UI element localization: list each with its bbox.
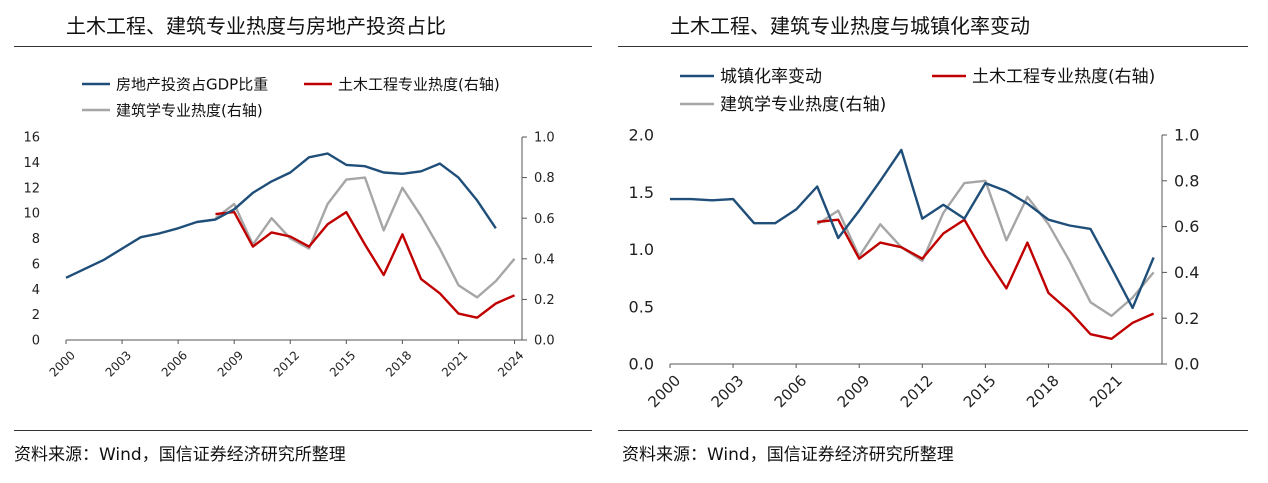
y-left-tick-label: 16 [23, 131, 40, 146]
source-divider [618, 430, 1248, 431]
legend-label: 建筑学专业热度(右轴) [116, 101, 263, 119]
x-tick-label: 2012 [271, 348, 302, 379]
series-line-1 [215, 210, 515, 319]
y-left-tick-label: 2 [32, 308, 40, 323]
x-tick-label: 2015 [960, 372, 1000, 412]
x-tick-label: 2000 [47, 348, 78, 379]
legend-label: 土木工程专业热度(右轴) [972, 67, 1155, 87]
y-left-tick-label: 12 [23, 181, 40, 196]
y-left-tick-label: 1.0 [629, 240, 654, 259]
y-right-tick-label: 0.4 [534, 252, 555, 267]
y-right-tick-label: 1.0 [534, 131, 555, 146]
legend-label: 房地产投资占GDP比重 [116, 75, 268, 93]
y-left-tick-label: 14 [23, 156, 40, 171]
series-line-2 [816, 179, 1155, 318]
x-tick-label: 2003 [103, 348, 134, 379]
y-left-tick-label: 2.0 [629, 126, 654, 145]
legend-label: 城镇化率变动 [720, 67, 822, 87]
x-tick-label: 2006 [771, 372, 811, 412]
title-divider [618, 46, 1248, 47]
x-tick-label: 2000 [645, 372, 685, 412]
legend-label: 土木工程专业热度(右轴) [338, 75, 500, 93]
y-right-tick-label: 0.0 [1174, 355, 1199, 374]
chart-panel-left: 土木工程、建筑专业热度与房地产投资占比 0 2 4 6 8 10 12 14 16 0.0 0.2 0… [0, 0, 610, 483]
legend-label: 建筑学专业热度(右轴) [720, 95, 886, 115]
series-line-1 [817, 218, 1155, 340]
chart-title: 土木工程、建筑专业热度与房地产投资占比 [66, 14, 446, 38]
x-tick-label: 2006 [159, 348, 190, 379]
source-note: 资料来源：Wind，国信证券经济研究所整理 [14, 445, 346, 465]
y-left-tick-label: 8 [32, 232, 40, 247]
y-right-tick-label: 0.0 [534, 334, 555, 349]
y-right-tick-label: 0.4 [1174, 263, 1199, 282]
y-left-tick-label: 0.5 [629, 297, 654, 316]
x-tick-label: 2018 [1023, 372, 1063, 412]
y-left-tick-label: 10 [23, 207, 40, 222]
y-right-tick-label: 0.2 [1174, 309, 1199, 328]
x-tick-label: 2009 [834, 372, 874, 412]
chart-panel-right: 土木工程、建筑专业热度与城镇化率变动 0.0 0.5 1.0 1.5 2.0 0.0 0.2… [612, 0, 1268, 483]
title-divider [14, 46, 592, 47]
y-right-tick-label: 0.6 [1174, 217, 1199, 236]
series-line-2 [214, 176, 516, 299]
x-tick-label: 2021 [1086, 372, 1126, 412]
x-tick-label: 2012 [897, 372, 937, 412]
x-tick-label: 2015 [327, 348, 358, 379]
x-tick-label: 2024 [495, 348, 526, 379]
x-tick-label: 2018 [383, 348, 414, 379]
y-right-tick-label: 1.0 [1174, 126, 1199, 145]
x-tick-label: 2003 [708, 372, 748, 412]
y-left-tick-label: 0.0 [629, 355, 654, 374]
chart-plot: 0 2 4 6 8 10 12 14 16 0.0 0.2 0.4 0.6 0.8 1.0 2000 2003 2… [23, 75, 555, 379]
x-tick-label: 2009 [215, 348, 246, 379]
y-left-tick-label: 1.5 [629, 183, 654, 202]
y-right-tick-label: 0.8 [1174, 171, 1199, 190]
series-line-0 [65, 152, 497, 279]
source-divider [14, 430, 592, 431]
y-left-tick-label: 6 [32, 257, 40, 272]
x-tick-label: 2021 [439, 348, 470, 379]
chart-plot: 0.0 0.5 1.0 1.5 2.0 0.0 0.2 0.4 0.6 0.8 1.0 2000 200… [629, 67, 1200, 412]
y-right-tick-label: 0.2 [534, 293, 555, 308]
source-note: 资料来源：Wind，国信证券经济研究所整理 [622, 445, 954, 465]
y-left-tick-label: 4 [32, 283, 40, 298]
chart-title: 土木工程、建筑专业热度与城镇化率变动 [670, 14, 1030, 38]
series-line-0 [670, 148, 1155, 310]
y-right-tick-label: 0.8 [534, 171, 555, 186]
y-left-tick-label: 0 [32, 334, 40, 349]
y-right-tick-label: 0.6 [534, 212, 555, 227]
